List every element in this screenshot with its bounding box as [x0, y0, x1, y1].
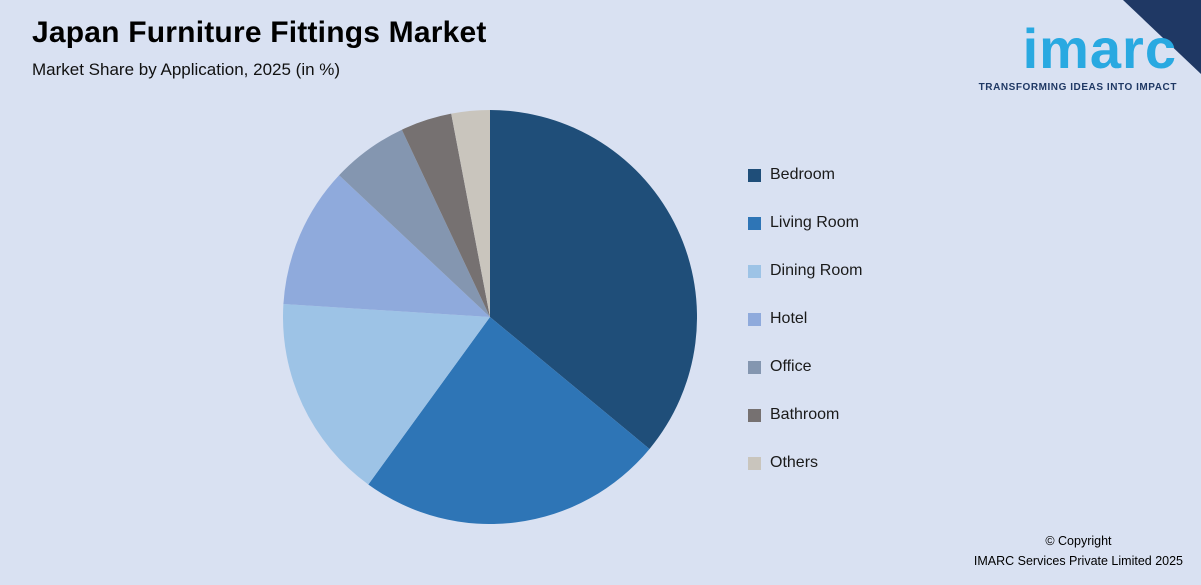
legend-label: Others: [770, 454, 819, 471]
copyright-block: © Copyright IMARC Services Private Limit…: [974, 531, 1183, 571]
legend-label: Hotel: [770, 310, 808, 327]
page-subtitle: Market Share by Application, 2025 (in %): [32, 60, 341, 79]
pie-slice-hotel: [283, 175, 490, 317]
pie-slice-others: [451, 110, 490, 317]
legend-label: Bathroom: [770, 406, 840, 423]
legend-item-hotel: Hotel: [748, 310, 862, 328]
imarc-logo: imarc TRANSFORMING IDEAS INTO IMPACT: [945, 17, 1177, 93]
legend-label: Dining Room: [770, 262, 863, 279]
pie-slice-living-room: [368, 317, 650, 525]
header: Japan Furniture Fittings Market Market S…: [32, 16, 487, 80]
legend-label: Office: [770, 358, 812, 375]
pie-slice-dining-room: [283, 304, 490, 485]
legend-swatch: [748, 264, 761, 278]
pie-chart-svg: [283, 110, 698, 525]
legend-item-dining-room: Dining Room: [748, 262, 862, 280]
legend-swatch: [748, 216, 761, 230]
legend-swatch: [748, 408, 761, 422]
legend-item-bedroom: Bedroom: [748, 166, 862, 184]
legend-swatch: [748, 168, 761, 182]
legend-item-office: Office: [748, 358, 862, 376]
legend-item-others: Others: [748, 454, 862, 472]
pie-slice-bathroom: [401, 113, 490, 317]
legend-swatch: [748, 360, 761, 374]
pie-chart: [283, 110, 698, 525]
imarc-logo-wordmark: imarc: [1022, 17, 1177, 80]
legend-label: Bedroom: [770, 166, 835, 183]
pie-slice-office: [339, 129, 490, 317]
legend-item-bathroom: Bathroom: [748, 406, 862, 424]
imarc-logo-tagline: TRANSFORMING IDEAS INTO IMPACT: [978, 81, 1177, 93]
legend-swatch: [748, 456, 761, 470]
page-title: Japan Furniture Fittings Market: [32, 16, 487, 49]
legend-swatch: [748, 312, 761, 326]
copyright-line1: © Copyright: [1045, 534, 1112, 548]
copyright-line2: IMARC Services Private Limited 2025: [973, 554, 1183, 568]
legend-label: Living Room: [770, 214, 859, 231]
legend: Bedroom Living Room Dining Room Hotel Office…: [748, 166, 862, 472]
pie-slice-bedroom: [490, 110, 698, 449]
legend-item-living-room: Living Room: [748, 214, 862, 232]
